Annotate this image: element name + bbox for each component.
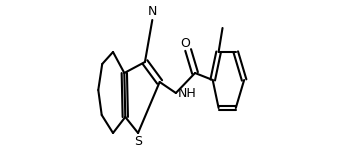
Text: NH: NH — [177, 86, 196, 99]
Text: N: N — [148, 5, 157, 18]
Text: O: O — [180, 37, 190, 50]
Text: S: S — [134, 135, 142, 148]
